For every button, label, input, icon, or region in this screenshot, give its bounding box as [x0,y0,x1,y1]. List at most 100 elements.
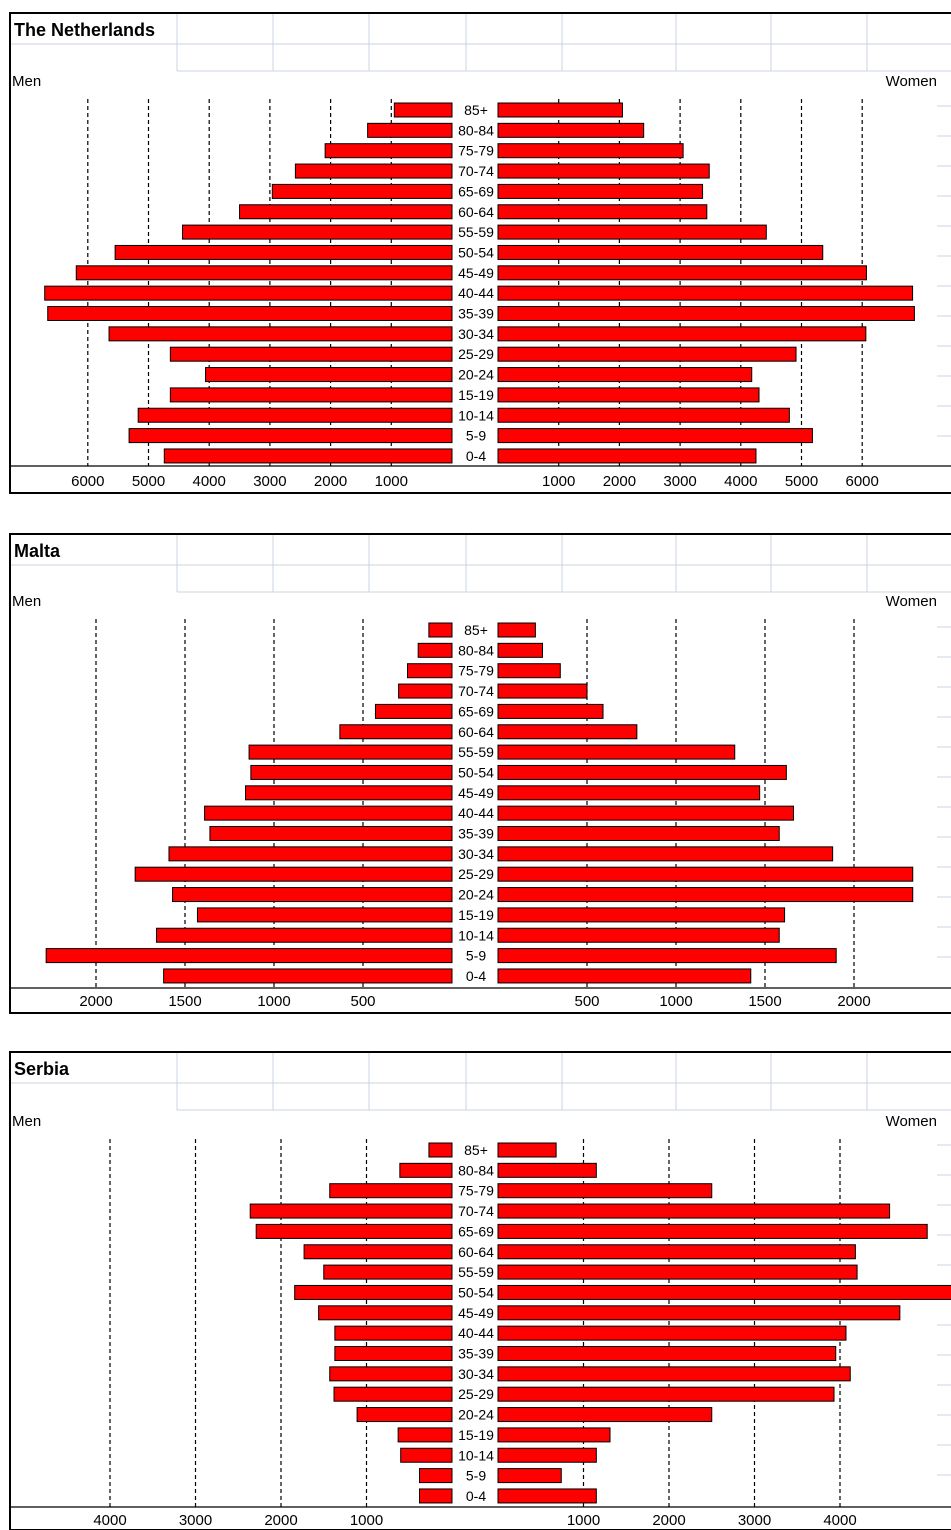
bar-women [497,1386,835,1402]
bar-men [419,1488,453,1504]
bar-women [497,1346,837,1361]
bar-women [497,805,794,821]
bar-men [294,1284,453,1300]
bar-women [497,846,834,862]
bar-men [245,785,453,801]
tick-label: 6000 [71,473,104,490]
tick-label: 5000 [132,473,165,490]
age-label: 75-79 [458,1183,494,1199]
bar-women [497,346,797,362]
age-label: 25-29 [458,346,494,362]
age-label: 65-69 [458,1223,494,1239]
bar-women [497,407,790,423]
age-label: 60-64 [458,204,494,220]
bar-men [169,346,453,362]
bar-men [134,866,453,882]
bar-men [209,826,453,841]
bar-men [163,448,453,464]
bar-men [294,163,453,179]
bar-men [398,683,453,699]
bar-women [497,1427,611,1443]
tick-label: 2000 [79,993,112,1010]
age-label: 20-24 [458,367,494,383]
age-label: 30-34 [458,326,494,342]
bar-women [497,143,684,159]
bar-men [324,143,453,159]
tick-label: 2000 [314,473,347,490]
bar-women [497,204,708,220]
bar-men [329,1366,453,1382]
age-label: 5-9 [466,1468,486,1484]
age-label: 35-39 [458,306,494,322]
age-label: 45-49 [458,1305,494,1321]
bar-men [44,285,453,301]
age-label: 30-34 [458,1366,494,1382]
chart-title: Malta [14,541,61,561]
tick-label: 1000 [350,1512,383,1529]
men-label: Men [12,73,41,90]
bar-men [318,1305,453,1321]
bar-women [497,764,787,780]
chart-title: Serbia [14,1059,70,1079]
bar-women [497,1284,951,1300]
bar-women [497,866,914,882]
bar-men [329,1183,453,1199]
bar-men [196,907,453,923]
age-label: 55-59 [458,224,494,240]
age-label: 60-64 [458,724,494,740]
age-label: 15-19 [458,387,494,403]
bar-men [255,1223,453,1239]
tick-label: 4000 [724,473,757,490]
age-label: 25-29 [458,1386,494,1402]
age-label: 75-79 [458,663,494,679]
bar-men [334,1346,453,1361]
age-label: 75-79 [458,143,494,159]
age-label: 70-74 [458,1203,494,1219]
bar-women [497,1142,557,1158]
bar-men [399,1162,453,1178]
bar-men [45,948,453,964]
bar-women [497,306,915,321]
bar-men [356,1407,453,1423]
bar-men [249,1203,453,1219]
women-label: Women [886,593,937,610]
bar-men [156,927,453,943]
bar-women [497,1407,713,1423]
age-label: 25-29 [458,866,494,882]
tick-label: 1000 [375,473,408,490]
men-label: Men [12,593,41,610]
chart-panel-2: Malta Men Women 85+ 80-84 75-79 70-74 65-69 60-6… [9,533,951,1014]
bar-women [497,183,704,199]
bar-women [497,285,914,301]
age-label: 85+ [464,622,488,638]
bar-women [497,703,604,719]
chart-title: The Netherlands [14,20,155,40]
age-label: 5-9 [466,948,486,964]
bar-men [47,306,453,321]
bar-women [497,724,638,740]
bar-women [497,785,761,801]
age-label: 50-54 [458,1284,494,1300]
bar-women [497,1305,901,1321]
bar-women [497,744,736,760]
bar-women [497,826,780,841]
age-label: 0-4 [466,448,486,464]
tick-label: 6000 [846,473,879,490]
age-label: 20-24 [458,887,494,903]
tick-label: 2000 [652,1512,685,1529]
bar-men [128,428,453,444]
tick-label: 3000 [179,1512,212,1529]
bar-women [497,1244,856,1260]
age-label: 40-44 [458,1325,494,1341]
bar-women [497,622,536,638]
age-label: 30-34 [458,846,494,862]
bar-women [497,683,588,699]
women-label: Women [886,73,937,90]
tick-label: 2000 [603,473,636,490]
bar-women [497,244,824,260]
bar-men [169,387,453,403]
tick-label: 1000 [542,473,575,490]
age-label: 15-19 [458,1427,494,1443]
bar-men [419,1468,453,1484]
age-label: 10-14 [458,927,494,943]
